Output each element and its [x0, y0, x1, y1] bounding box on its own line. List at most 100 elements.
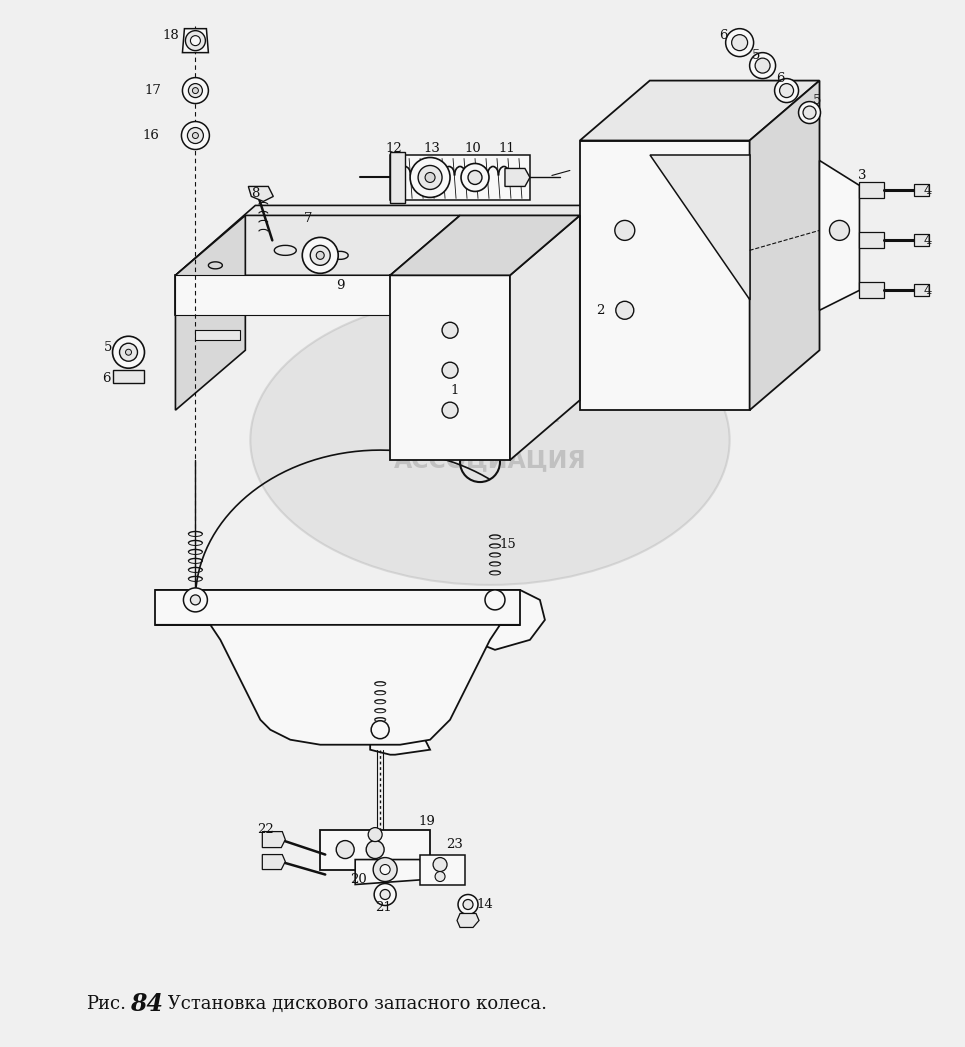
Circle shape [181, 121, 209, 150]
Circle shape [311, 245, 330, 265]
Circle shape [302, 238, 338, 273]
Polygon shape [580, 140, 750, 410]
Polygon shape [155, 625, 520, 744]
Circle shape [188, 84, 203, 97]
Circle shape [317, 251, 324, 260]
Polygon shape [176, 216, 460, 275]
Circle shape [442, 362, 458, 378]
Text: 8: 8 [251, 187, 260, 200]
Circle shape [192, 88, 199, 93]
Text: 21: 21 [374, 901, 392, 914]
Text: 10: 10 [464, 142, 482, 155]
Circle shape [442, 402, 458, 418]
Polygon shape [390, 156, 530, 200]
Circle shape [113, 336, 145, 369]
Polygon shape [915, 184, 929, 197]
Text: 17: 17 [144, 84, 161, 97]
Circle shape [463, 899, 473, 910]
Circle shape [380, 865, 390, 874]
Circle shape [185, 30, 206, 50]
Circle shape [366, 841, 384, 859]
Polygon shape [860, 283, 884, 298]
Circle shape [799, 102, 820, 124]
Circle shape [442, 322, 458, 338]
Circle shape [190, 36, 201, 46]
Circle shape [780, 84, 793, 97]
Circle shape [616, 302, 634, 319]
Text: 5: 5 [752, 49, 759, 62]
Text: 11: 11 [499, 142, 515, 155]
Circle shape [120, 343, 137, 361]
Circle shape [755, 59, 770, 73]
Circle shape [373, 857, 398, 882]
Text: Установка дискового запасного колеса.: Установка дискового запасного колеса. [162, 996, 547, 1013]
Text: 6: 6 [776, 72, 785, 85]
Text: 23: 23 [447, 838, 463, 851]
Circle shape [775, 79, 799, 103]
Circle shape [485, 589, 505, 610]
Circle shape [461, 163, 489, 192]
Polygon shape [510, 216, 580, 460]
Polygon shape [196, 330, 240, 340]
Circle shape [125, 350, 131, 355]
Circle shape [803, 106, 816, 119]
Text: 84: 84 [130, 993, 163, 1017]
Polygon shape [155, 589, 520, 625]
Text: 20: 20 [349, 873, 367, 886]
Circle shape [468, 171, 482, 184]
Polygon shape [390, 216, 580, 275]
Polygon shape [182, 28, 208, 52]
Circle shape [380, 890, 390, 899]
Polygon shape [649, 156, 750, 300]
Text: 18: 18 [162, 29, 179, 42]
Text: 15: 15 [500, 538, 516, 552]
Text: 16: 16 [142, 129, 159, 142]
Circle shape [372, 720, 389, 739]
Circle shape [426, 173, 435, 182]
Polygon shape [320, 829, 430, 870]
Text: АСТА: АСТА [420, 387, 560, 432]
Polygon shape [176, 275, 539, 315]
Polygon shape [262, 854, 286, 870]
Text: Рис.: Рис. [86, 996, 125, 1013]
Polygon shape [505, 169, 530, 186]
Text: 19: 19 [419, 816, 435, 828]
Circle shape [183, 588, 207, 611]
Text: 6: 6 [719, 29, 728, 42]
Polygon shape [420, 854, 465, 885]
Polygon shape [915, 285, 929, 296]
Polygon shape [390, 275, 510, 460]
Polygon shape [819, 160, 860, 310]
Circle shape [433, 857, 447, 871]
Polygon shape [248, 186, 273, 201]
Circle shape [615, 221, 635, 241]
Circle shape [410, 157, 450, 198]
Circle shape [830, 221, 849, 241]
Text: 4: 4 [924, 284, 931, 296]
Circle shape [369, 827, 382, 842]
Polygon shape [176, 216, 245, 410]
Circle shape [192, 133, 199, 138]
Text: 9: 9 [336, 279, 345, 292]
Polygon shape [860, 182, 884, 199]
Ellipse shape [250, 295, 730, 585]
Text: 6: 6 [102, 372, 111, 384]
Polygon shape [915, 235, 929, 246]
Polygon shape [113, 371, 145, 383]
Text: 22: 22 [257, 823, 274, 837]
Circle shape [458, 894, 478, 914]
Text: 🐻: 🐻 [418, 415, 443, 456]
Text: 1: 1 [451, 383, 459, 397]
Circle shape [726, 28, 754, 57]
Circle shape [374, 884, 396, 906]
Circle shape [187, 128, 204, 143]
Text: 7: 7 [304, 211, 313, 225]
Polygon shape [176, 275, 390, 315]
Polygon shape [355, 860, 426, 885]
Text: 3: 3 [858, 169, 867, 182]
Polygon shape [860, 232, 884, 248]
Text: 4: 4 [924, 233, 931, 247]
Text: 5: 5 [813, 94, 822, 107]
Text: 5: 5 [104, 340, 113, 354]
Circle shape [336, 841, 354, 859]
